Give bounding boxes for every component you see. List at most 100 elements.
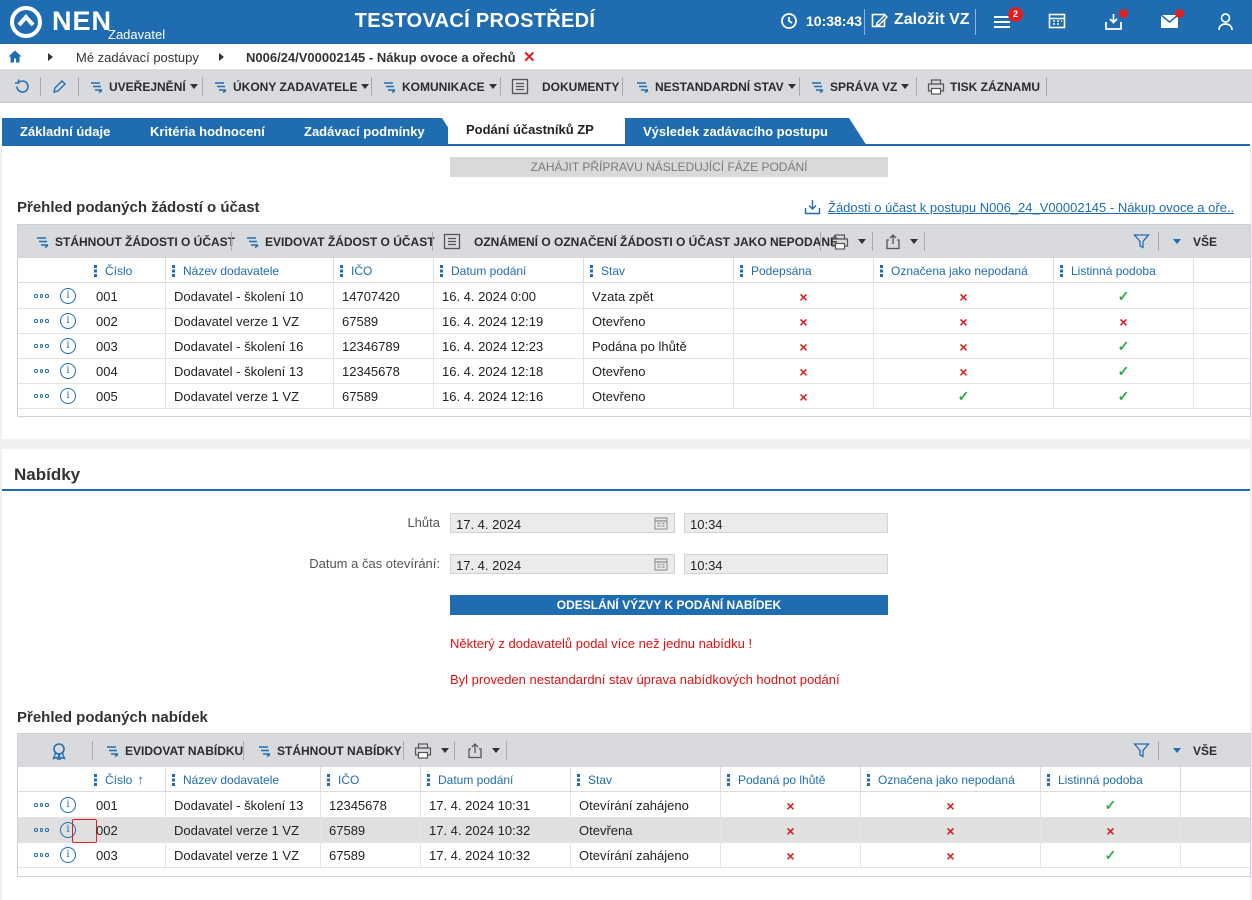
register-application-button[interactable]: EVIDOVAT ŽÁDOST O ÚČAST	[246, 225, 435, 258]
tab-procedure-result[interactable]: Výsledek zadávacího postupu	[625, 118, 867, 146]
show-all-toggle[interactable]: VŠE	[1173, 225, 1217, 258]
tab-participant-submissions[interactable]: Podání účastníků ZP	[448, 115, 648, 146]
download-applications-button[interactable]: STÁHNOUT ŽÁDOSTI O ÚČAST	[36, 225, 235, 258]
tab-tender-conditions[interactable]: Zadávací podmínky	[286, 118, 460, 146]
more-actions-icon[interactable]	[34, 319, 49, 323]
send-offer-invitation-button[interactable]: ODESLÁNÍ VÝZVY K PODÁNÍ NABÍDEK	[450, 595, 888, 615]
breadcrumb-current[interactable]: N006/24/V00002145 - Nákup ovoce a ořechů	[246, 50, 516, 65]
register-application-label: EVIDOVAT ŽÁDOST O ÚČAST	[265, 234, 435, 249]
column-header-paper-form[interactable]: Listinná podoba	[1054, 258, 1194, 283]
calendar-icon[interactable]	[654, 557, 668, 571]
mark-not-submitted-notice-button[interactable]: OZNÁMENÍ O OZNAČENÍ ŽÁDOSTI O ÚČAST JAKO…	[443, 225, 838, 258]
print-menu[interactable]	[831, 225, 866, 258]
cell-podepsana: ×	[734, 334, 874, 359]
filter-icon[interactable]	[1133, 734, 1155, 767]
more-actions-icon[interactable]	[34, 828, 49, 832]
more-actions-icon[interactable]	[34, 369, 49, 373]
column-header-supplier[interactable]: Název dodavatele	[166, 767, 321, 792]
tab-basic-data[interactable]: Základní údaje	[2, 118, 152, 146]
filter-icon[interactable]	[1133, 225, 1155, 258]
register-offer-button[interactable]: EVIDOVAT NABÍDKU	[106, 734, 243, 767]
deadline-time-field[interactable]: 10:34	[684, 513, 888, 533]
close-icon[interactable]: ✕	[523, 49, 536, 66]
tab-evaluation-criteria[interactable]: Kritéria hodnocení	[132, 118, 304, 146]
export-menu[interactable]	[885, 225, 918, 258]
home-icon[interactable]	[8, 50, 22, 63]
divider	[1158, 232, 1159, 251]
deadline-label: Lhůta	[407, 515, 440, 530]
contract-management-menu[interactable]: SPRÁVA VZ	[811, 70, 910, 103]
table-row[interactable]: i 001 Dodavatel - školení 10 14707420 16. 4.…	[18, 284, 1250, 309]
more-actions-icon[interactable]	[34, 803, 49, 807]
column-header-paper-form[interactable]: Listinná podoba	[1041, 767, 1181, 792]
calendar-icon[interactable]	[654, 516, 668, 530]
divider	[864, 9, 865, 35]
column-header-signed[interactable]: Podepsána	[734, 258, 874, 283]
divider	[872, 232, 873, 251]
communication-menu[interactable]: KOMUNIKACE	[383, 70, 497, 103]
column-header-ico[interactable]: IČO	[334, 258, 434, 283]
column-header-not-submitted[interactable]: Označena jako nepodaná	[861, 767, 1041, 792]
more-actions-icon[interactable]	[34, 394, 49, 398]
table-row[interactable]: i 003 Dodavatel verze 1 VZ 67589 17. 4. 2024…	[18, 843, 1250, 868]
table-row[interactable]: i 004 Dodavatel - školení 13 12345678 16. 4.…	[18, 359, 1250, 384]
info-icon[interactable]: i	[60, 822, 76, 838]
mail-icon[interactable]	[1160, 14, 1179, 29]
cell-cislo: 003	[88, 843, 166, 868]
opening-date-field[interactable]: 17. 4. 2024	[450, 554, 675, 574]
nonstandard-state-label: NESTANDARDNÍ STAV	[655, 79, 784, 94]
print-record-button[interactable]: TISK ZÁZNAMU	[927, 70, 1040, 103]
more-actions-icon[interactable]	[34, 853, 49, 857]
export-menu[interactable]	[467, 734, 500, 767]
info-icon[interactable]: i	[60, 797, 76, 813]
create-contract-button[interactable]: Založit VZ	[871, 11, 970, 29]
more-actions-icon[interactable]	[34, 344, 49, 348]
table-row[interactable]: i 005 Dodavatel verze 1 VZ 67589 16. 4. 2024…	[18, 384, 1250, 409]
print-menu[interactable]	[414, 734, 449, 767]
award-icon[interactable]	[50, 734, 73, 767]
column-header-status[interactable]: Stav	[584, 258, 734, 283]
nonstandard-state-menu[interactable]: NESTANDARDNÍ STAV	[636, 70, 796, 103]
column-header-status[interactable]: Stav	[571, 767, 721, 792]
start-next-phase-button[interactable]: ZAHÁJIT PŘÍPRAVU NÁSLEDUJÍCÍ FÁZE PODÁNÍ	[450, 157, 888, 177]
column-header-ico[interactable]: IČO	[321, 767, 421, 792]
publication-menu[interactable]: UVEŘEJNĚNÍ	[90, 70, 198, 103]
table-row[interactable]: i 001 Dodavatel - školení 13 12345678 17. 4.…	[18, 793, 1250, 818]
download-offers-button[interactable]: STÁHNOUT NABÍDKY	[258, 734, 402, 767]
info-icon[interactable]: i	[60, 847, 76, 863]
divider	[820, 232, 821, 251]
opening-time-field[interactable]: 10:34	[684, 554, 888, 574]
user-icon[interactable]	[1217, 12, 1234, 31]
refresh-icon[interactable]	[14, 70, 36, 103]
info-icon[interactable]: i	[60, 388, 76, 404]
cell-ico: 67589	[334, 384, 434, 409]
column-header-not-submitted[interactable]: Označena jako nepodaná	[874, 258, 1054, 283]
column-header-late[interactable]: Podaná po lhůtě	[721, 767, 861, 792]
menu-icon[interactable]	[992, 12, 1012, 32]
show-all-toggle[interactable]: VŠE	[1173, 734, 1217, 767]
deadline-date-field[interactable]: 17. 4. 2024	[450, 513, 675, 533]
nen-logo-icon[interactable]	[10, 6, 44, 38]
calendar-icon[interactable]	[1048, 12, 1066, 30]
inbox-icon[interactable]	[1104, 12, 1123, 31]
environment-title: TESTOVACÍ PROSTŘEDÍ	[354, 10, 596, 32]
more-actions-icon[interactable]	[34, 294, 49, 298]
table-row[interactable]: i 002 Dodavatel verze 1 VZ 67589 17. 4. 2024…	[18, 818, 1250, 843]
table-row[interactable]: i 002 Dodavatel verze 1 VZ 67589 16. 4. 2024…	[18, 309, 1250, 334]
info-icon[interactable]: i	[60, 313, 76, 329]
breadcrumb-procedures[interactable]: Mé zadávací postupy	[76, 50, 199, 65]
info-icon[interactable]: i	[60, 363, 76, 379]
column-header-number[interactable]: Číslo	[88, 258, 166, 283]
pencil-icon[interactable]	[52, 70, 71, 103]
info-icon[interactable]: i	[60, 288, 76, 304]
column-header-date[interactable]: Datum podání	[421, 767, 571, 792]
info-icon[interactable]: i	[60, 338, 76, 354]
column-header-date[interactable]: Datum podání	[434, 258, 584, 283]
column-header-number[interactable]: Číslo ↑	[88, 767, 166, 792]
documents-button[interactable]: DOKUMENTY	[511, 70, 619, 103]
applications-download-link[interactable]: Žádosti o účast k postupu N006_24_V00002…	[804, 199, 1234, 215]
check-icon: ✓	[1104, 797, 1117, 813]
column-header-supplier[interactable]: Název dodavatele	[166, 258, 334, 283]
contracting-acts-menu[interactable]: ÚKONY ZADAVATELE	[214, 70, 370, 103]
table-row[interactable]: i 003 Dodavatel - školení 16 12346789 16. 4.…	[18, 334, 1250, 359]
